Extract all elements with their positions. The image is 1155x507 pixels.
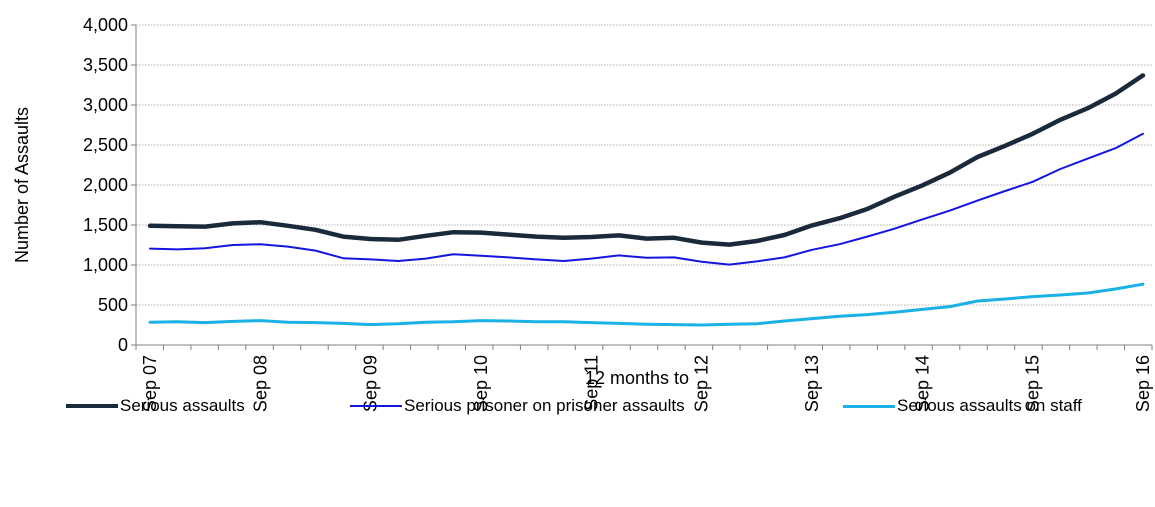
x-tick-label: Sep 11 — [581, 355, 601, 411]
x-tick-label: Sep 08 — [250, 355, 270, 412]
y-tick-label: 1,000 — [83, 255, 128, 275]
legend-swatch — [66, 404, 118, 408]
x-tick-label: Sep 10 — [471, 355, 491, 412]
legend: Serious assaults Serious prisoner on pris… — [0, 396, 1155, 426]
legend-item: Serious assaults on staff — [843, 396, 1082, 416]
y-tick-label: 3,000 — [83, 95, 128, 115]
series-line — [148, 282, 1145, 327]
gridlines — [131, 24, 1152, 346]
y-tick-label: 4,000 — [83, 15, 128, 35]
y-tick-labels: 0 500 1,000 1,500 2,000 2,500 3,000 3,500 4,000 — [83, 15, 128, 355]
y-tick-label: 500 — [98, 295, 128, 315]
legend-label: Serious assaults on staff — [897, 396, 1082, 415]
x-tick-label: Sep 15 — [1023, 355, 1043, 412]
legend-label: Serious prisoner on prisoner assaults — [404, 396, 685, 415]
y-tick-label: 2,000 — [83, 175, 128, 195]
legend-label: Serious assaults — [120, 396, 245, 415]
x-tick-labels: Sep 07 Sep 08 Sep 09 Sep 10 Sep 11 Sep 12 Sep … — [140, 355, 1153, 412]
legend-item: Serious assaults — [66, 396, 245, 416]
x-tick-label: Sep 12 — [692, 355, 712, 412]
y-axis-label: Number of Assaults — [12, 107, 32, 263]
y-tick-label: 3,500 — [83, 55, 128, 75]
series-line — [147, 73, 1146, 247]
y-tick-label: 1,500 — [83, 215, 128, 235]
x-tick-label: Sep 14 — [912, 355, 932, 412]
series-line — [149, 132, 1144, 266]
y-tick-label: 2,500 — [83, 135, 128, 155]
legend-item: Serious prisoner on prisoner assaults — [350, 396, 685, 416]
x-axis-label: 12 months to — [585, 368, 689, 388]
series-lines — [147, 73, 1146, 327]
x-tick-label: Sep 13 — [802, 355, 822, 412]
legend-swatch — [350, 405, 402, 407]
axes — [135, 25, 1153, 350]
x-tick-label: Sep 16 — [1133, 355, 1153, 412]
y-tick-label: 0 — [118, 335, 128, 355]
x-tick-label: Sep 09 — [361, 355, 381, 412]
x-tick-label: Sep 07 — [140, 355, 160, 412]
legend-swatch — [843, 404, 895, 408]
